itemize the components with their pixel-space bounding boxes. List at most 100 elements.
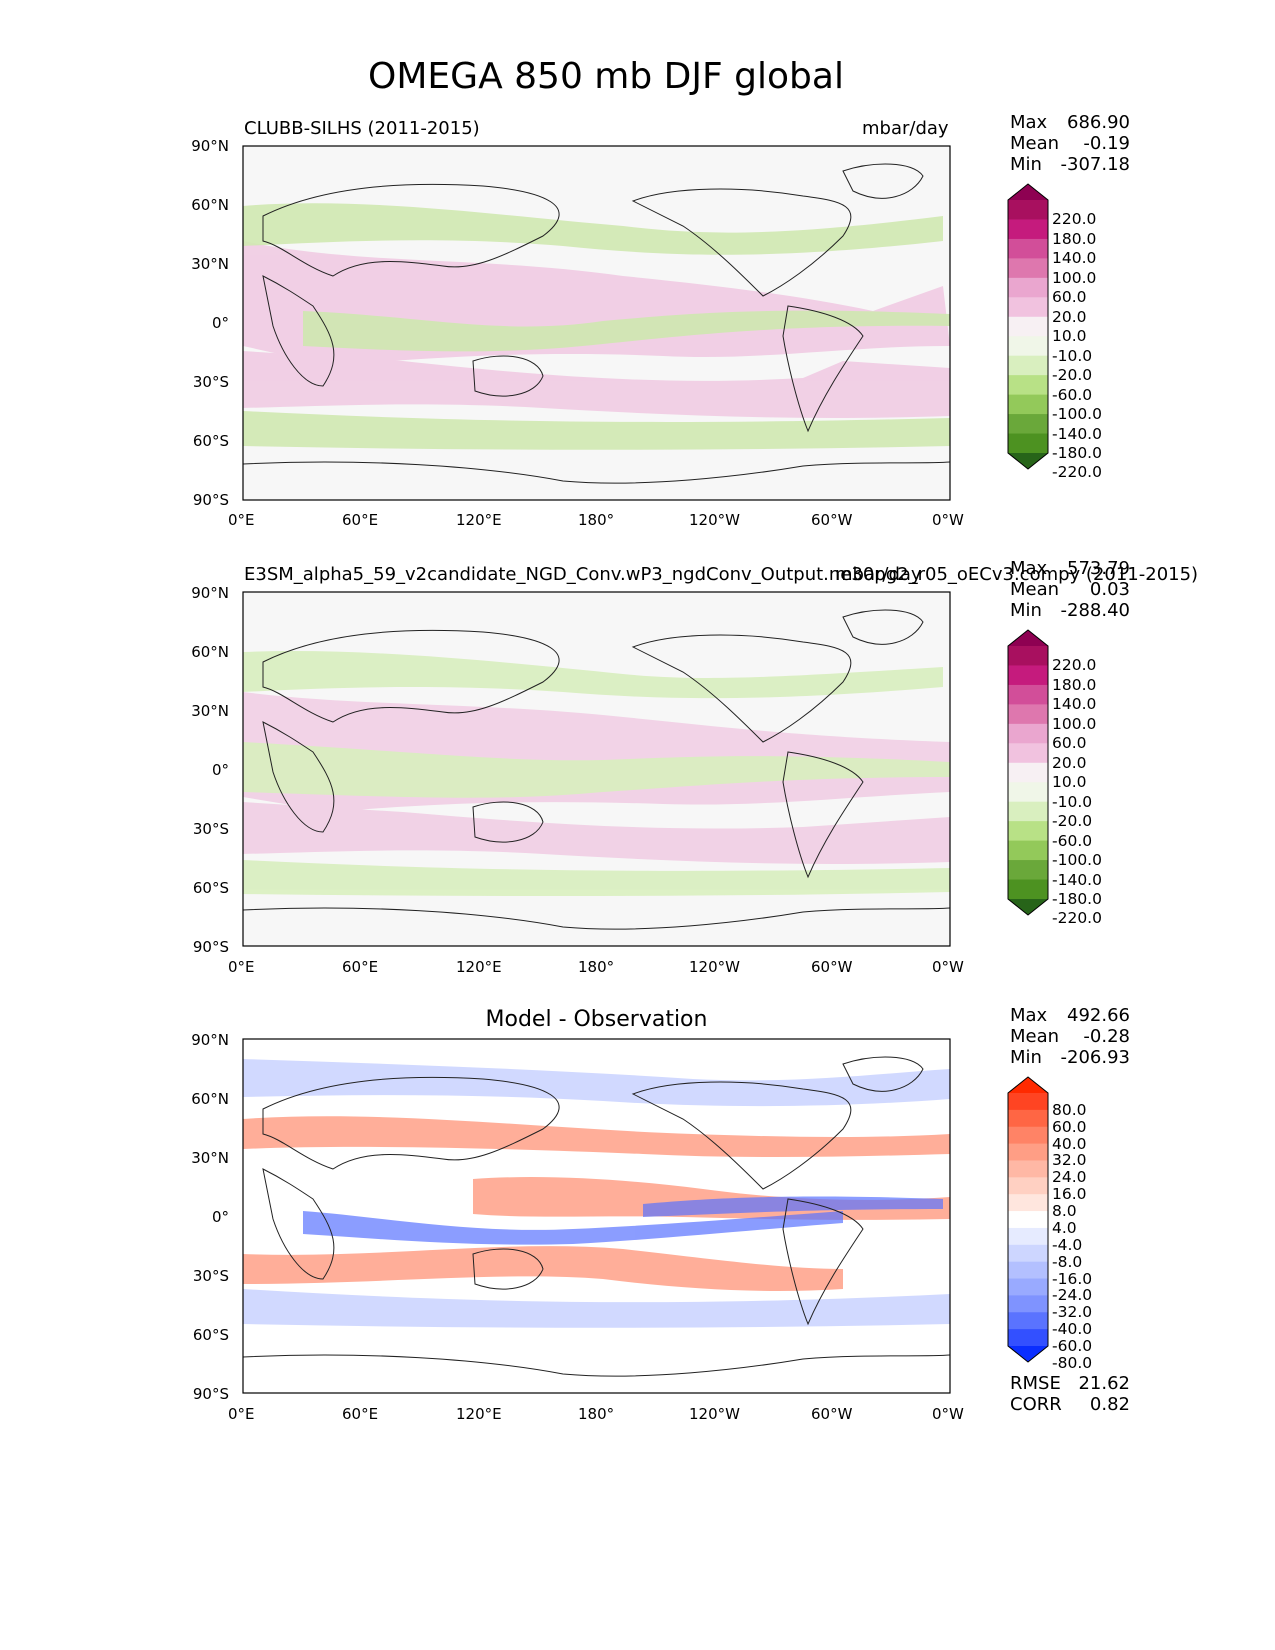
p1-min-label: Min bbox=[1010, 154, 1042, 175]
map-frame bbox=[242, 1038, 951, 1394]
colorbar-segment bbox=[1008, 1126, 1048, 1145]
australia-coast bbox=[472, 1248, 544, 1290]
colorbar-segment bbox=[1008, 646, 1048, 666]
colorbar-tick-label: -16.0 bbox=[1052, 1269, 1093, 1288]
panel3-map bbox=[242, 1038, 951, 1394]
p3-lat-60s: 60°S bbox=[192, 1326, 229, 1344]
p2-colorbar bbox=[1007, 629, 1049, 916]
colorbar-tick-label: 60.0 bbox=[1052, 734, 1087, 753]
colorbar-tick-label: 40.0 bbox=[1052, 1134, 1087, 1153]
p3-lat-90s: 90°S bbox=[192, 1385, 229, 1403]
colorbar-extend-min bbox=[1008, 899, 1048, 915]
p1-colorbar bbox=[1007, 183, 1049, 470]
colorbar-segment bbox=[1008, 336, 1048, 357]
greenland-coast bbox=[842, 163, 924, 199]
africa-coast bbox=[262, 275, 335, 387]
colorbar-tick-label: 16.0 bbox=[1052, 1185, 1087, 1204]
p1-lat-0: 0° bbox=[211, 314, 229, 332]
itcz-green bbox=[303, 310, 950, 352]
colorbar-tick-label: -220.0 bbox=[1052, 463, 1102, 482]
p1-lon-60w: 60°W bbox=[811, 511, 853, 529]
africa-coast bbox=[262, 1168, 335, 1280]
p3-max-label: Max bbox=[1010, 1005, 1048, 1026]
storm-track-green bbox=[243, 651, 943, 699]
colorbar-outline bbox=[1007, 183, 1049, 470]
p1-lat-30s: 30°S bbox=[192, 373, 229, 391]
colorbar-tick-label: 220.0 bbox=[1052, 210, 1097, 229]
colorbar-tick-label: -60.0 bbox=[1052, 385, 1093, 404]
p2-lat-60s: 60°S bbox=[192, 879, 229, 897]
colorbar-segment bbox=[1008, 743, 1048, 764]
field-pattern-blue bbox=[303, 1196, 943, 1245]
panel1-left-title: CLUBB-SILHS (2011-2015) bbox=[244, 118, 480, 139]
australia-coast bbox=[472, 801, 544, 843]
p2-lon-120w: 120°W bbox=[689, 958, 740, 976]
colorbar-segment bbox=[1008, 433, 1048, 454]
colorbar-segment bbox=[1008, 1244, 1048, 1263]
colorbar-tick-label: -100.0 bbox=[1052, 405, 1102, 424]
rmse-label: RMSE bbox=[1010, 1373, 1061, 1394]
south-pink-band bbox=[243, 802, 950, 865]
coastlines bbox=[242, 609, 951, 930]
p2-min-value: -288.40 bbox=[1060, 600, 1130, 621]
colorbar-tick-label: 20.0 bbox=[1052, 753, 1087, 772]
colorbar-tick-label: 220.0 bbox=[1052, 656, 1097, 675]
p1-lon-0e: 0°E bbox=[228, 511, 255, 529]
map-frame bbox=[242, 591, 951, 947]
p2-mean-label: Mean bbox=[1010, 579, 1060, 600]
colorbar-tick-label: 20.0 bbox=[1052, 307, 1087, 326]
colorbar-segment bbox=[1008, 879, 1048, 900]
colorbar-segment bbox=[1008, 762, 1048, 783]
colorbar-tick-label: -140.0 bbox=[1052, 424, 1102, 443]
antarctica-coast bbox=[242, 1354, 951, 1377]
corr-label: CORR bbox=[1010, 1394, 1062, 1415]
colorbar-tick-label: 10.0 bbox=[1052, 773, 1087, 792]
p3-min-value: -206.93 bbox=[1060, 1047, 1130, 1068]
north-america-coast bbox=[631, 634, 852, 743]
colorbar-segment bbox=[1008, 1194, 1048, 1212]
colorbar-extend-min bbox=[1008, 453, 1048, 469]
colorbar-tick-label: 32.0 bbox=[1052, 1151, 1087, 1170]
colorbar-tick-label: -24.0 bbox=[1052, 1286, 1093, 1305]
panel1-map bbox=[242, 145, 951, 501]
colorbar-tick-label: -10.0 bbox=[1052, 346, 1093, 365]
colorbar-extend-max bbox=[1008, 1077, 1048, 1093]
p3-colorbar bbox=[1007, 1076, 1049, 1363]
p1-lon-120w: 120°W bbox=[689, 511, 740, 529]
colorbar-tick-label: -80.0 bbox=[1052, 1353, 1093, 1372]
colorbar-extend-max bbox=[1008, 630, 1048, 646]
p3-mean-label: Mean bbox=[1010, 1026, 1060, 1047]
colorbar-segment bbox=[1008, 297, 1048, 318]
colorbar-segment bbox=[1008, 1278, 1048, 1296]
p3-lat-30n: 30°N bbox=[191, 1149, 229, 1167]
greenland-coast bbox=[842, 609, 924, 645]
p2-lat-0: 0° bbox=[211, 761, 229, 779]
colorbar-tick-label: -100.0 bbox=[1052, 851, 1102, 870]
storm-track-green bbox=[243, 203, 943, 255]
southern-green bbox=[243, 860, 950, 897]
p1-mean-label: Mean bbox=[1010, 133, 1060, 154]
p2-lon-180: 180° bbox=[578, 958, 615, 976]
p2-min-label: Min bbox=[1010, 600, 1042, 621]
south-pink-band bbox=[243, 351, 950, 419]
australia-coast bbox=[472, 355, 544, 397]
colorbar-segment bbox=[1008, 414, 1048, 435]
colorbar-segment bbox=[1008, 665, 1048, 686]
p3-lat-0: 0° bbox=[211, 1208, 229, 1226]
eurasia-coast bbox=[262, 629, 560, 723]
colorbar-tick-label: -220.0 bbox=[1052, 909, 1102, 928]
south-light-blue bbox=[243, 1289, 950, 1328]
p3-lon-60e: 60°E bbox=[342, 1405, 379, 1423]
p1-lon-0w: 0°W bbox=[932, 511, 964, 529]
colorbar-segment bbox=[1008, 258, 1048, 279]
p1-lat-30n: 30°N bbox=[191, 255, 229, 273]
colorbar-tick-label: -20.0 bbox=[1052, 366, 1093, 385]
south-america-coast bbox=[782, 1198, 864, 1326]
colorbar-tick-label: -4.0 bbox=[1052, 1235, 1083, 1254]
colorbar-segment bbox=[1008, 782, 1048, 803]
colorbar-segment bbox=[1008, 1329, 1048, 1347]
colorbar-tick-label: -60.0 bbox=[1052, 831, 1093, 850]
p2-mean-value: 0.03 bbox=[1089, 579, 1130, 600]
eurasia-coast bbox=[262, 1076, 560, 1170]
colorbar-segment bbox=[1008, 840, 1048, 861]
